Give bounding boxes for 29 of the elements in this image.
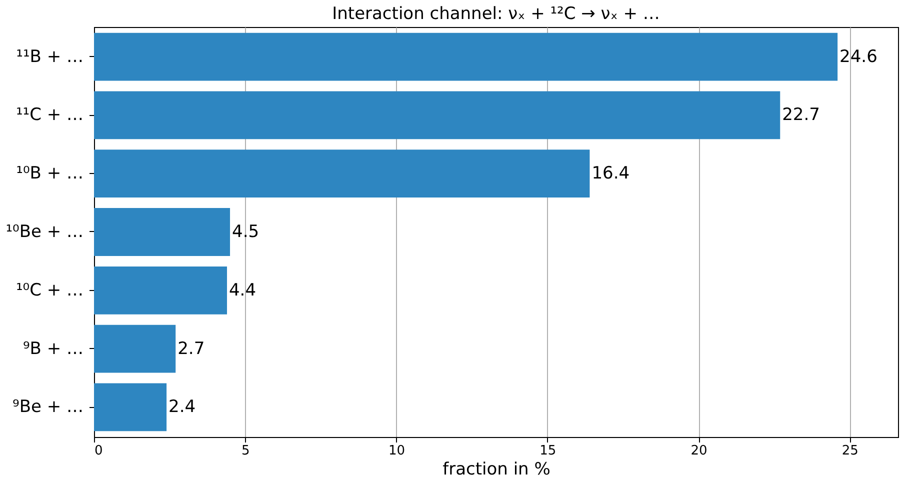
x-tick-label: 15 xyxy=(540,444,556,458)
chart-title: Interaction channel: νₓ + ¹²C → νₓ + … xyxy=(332,4,660,24)
data-label: 4.5 xyxy=(232,222,260,242)
bar xyxy=(94,266,227,314)
x-tick-label: 25 xyxy=(842,444,858,458)
bar xyxy=(94,91,780,140)
data-label: 22.7 xyxy=(782,105,820,126)
data-label: 4.4 xyxy=(228,280,256,300)
x-tick-label: 0 xyxy=(94,444,103,458)
y-tick-label: ¹¹C + … xyxy=(16,105,84,126)
bar xyxy=(94,150,590,198)
bar xyxy=(94,383,167,432)
y-tick-label: ⁹B + … xyxy=(22,338,84,359)
data-label: 2.7 xyxy=(178,338,205,359)
bar xyxy=(94,208,230,256)
bar xyxy=(94,32,838,81)
x-tick-label: 10 xyxy=(388,444,406,458)
x-axis-title: fraction in % xyxy=(442,460,550,480)
y-tick-label: ¹⁰C + … xyxy=(16,280,84,300)
x-tick-label: 5 xyxy=(241,444,250,458)
data-label: 2.4 xyxy=(168,397,196,418)
data-label: 24.6 xyxy=(840,46,878,67)
y-tick-label: ¹⁰B + … xyxy=(16,164,84,184)
y-tick-label: ¹⁰Be + … xyxy=(6,222,84,242)
bar xyxy=(94,324,176,373)
data-label: 16.4 xyxy=(592,164,630,184)
y-tick-label: ⁹Be + … xyxy=(12,397,84,418)
x-tick-label: 20 xyxy=(690,444,708,458)
y-tick-label: ¹¹B + … xyxy=(16,46,84,67)
